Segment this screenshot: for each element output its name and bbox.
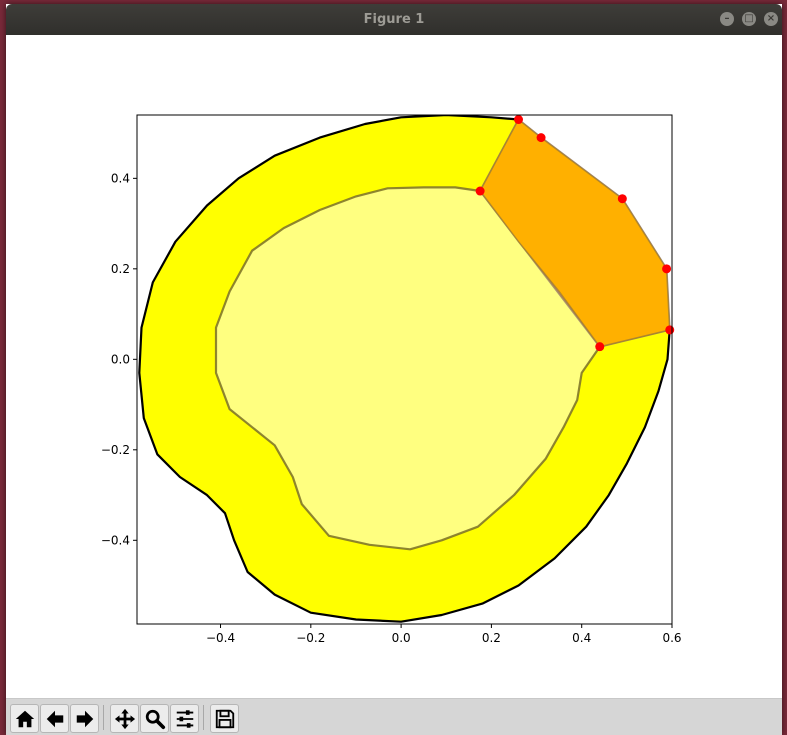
- data-point: [665, 325, 675, 335]
- sliders-icon: [176, 709, 193, 728]
- plot-svg: −0.4 −0.2 0.0 0.2 0.4 0.6 −0.4 −0.2 0.0 0.2 0.4: [101, 114, 682, 645]
- x-tick-label: 0.0: [392, 631, 411, 645]
- pan-button[interactable]: [110, 704, 139, 733]
- highlight-region: [479, 118, 671, 348]
- y-tick-label: −0.2: [101, 443, 130, 457]
- navigation-toolbar: [6, 698, 782, 735]
- data-point: [475, 186, 485, 196]
- clipped-data: [138, 115, 671, 623]
- floppy-disk-icon: [215, 709, 234, 728]
- y-tick-label: 0.0: [111, 352, 130, 366]
- magnifier-icon: [145, 709, 165, 729]
- y-tick-label: 0.2: [111, 262, 130, 276]
- x-tick-label: −0.4: [206, 631, 235, 645]
- axes-frame: [136, 114, 673, 625]
- inner-boundary-line: [214, 186, 601, 551]
- save-button[interactable]: [210, 704, 239, 733]
- data-point: [513, 115, 523, 125]
- window-title: Figure 1: [363, 12, 425, 27]
- zoom-button[interactable]: [140, 704, 169, 733]
- move-arrows-icon: [114, 708, 135, 729]
- data-point: [617, 194, 627, 204]
- toolbar-separator: [103, 705, 104, 730]
- figure-window: Figure 1 – □ × −0.4 −0.2 0.0 0.2 0.4 0.6 −0.4−…: [6, 4, 782, 735]
- y-tick-label: −0.4: [101, 533, 130, 547]
- minimize-icon[interactable]: –: [720, 12, 734, 26]
- y-tick-label: 0.4: [111, 171, 130, 185]
- inner-region: [216, 187, 600, 550]
- back-button[interactable]: [40, 704, 69, 733]
- data-point: [662, 264, 672, 274]
- configure-subplots-button[interactable]: [170, 704, 199, 733]
- home-icon: [15, 710, 34, 727]
- close-icon[interactable]: ×: [764, 12, 778, 26]
- x-tick-label: 0.6: [662, 631, 681, 645]
- data-point: [536, 133, 546, 143]
- data-point: [595, 342, 605, 352]
- title-bar[interactable]: Figure 1 – □ ×: [6, 4, 782, 35]
- arrow-right-icon: [76, 710, 93, 727]
- toolbar-separator: [203, 705, 204, 730]
- data-layer: [138, 115, 675, 623]
- maximize-icon[interactable]: □: [742, 12, 756, 26]
- arrow-left-icon: [46, 710, 63, 727]
- x-tick-label: −0.2: [296, 631, 325, 645]
- forward-button[interactable]: [70, 704, 99, 733]
- home-button[interactable]: [10, 704, 39, 733]
- axes-layer: −0.4 −0.2 0.0 0.2 0.4 0.6 −0.4 −0.2 0.0 0.2 0.4: [101, 114, 682, 645]
- figure-canvas[interactable]: −0.4 −0.2 0.0 0.2 0.4 0.6 −0.4 −0.2 0.0 0.2 0.4: [6, 35, 782, 698]
- x-tick-label: 0.4: [572, 631, 591, 645]
- x-tick-label: 0.2: [482, 631, 501, 645]
